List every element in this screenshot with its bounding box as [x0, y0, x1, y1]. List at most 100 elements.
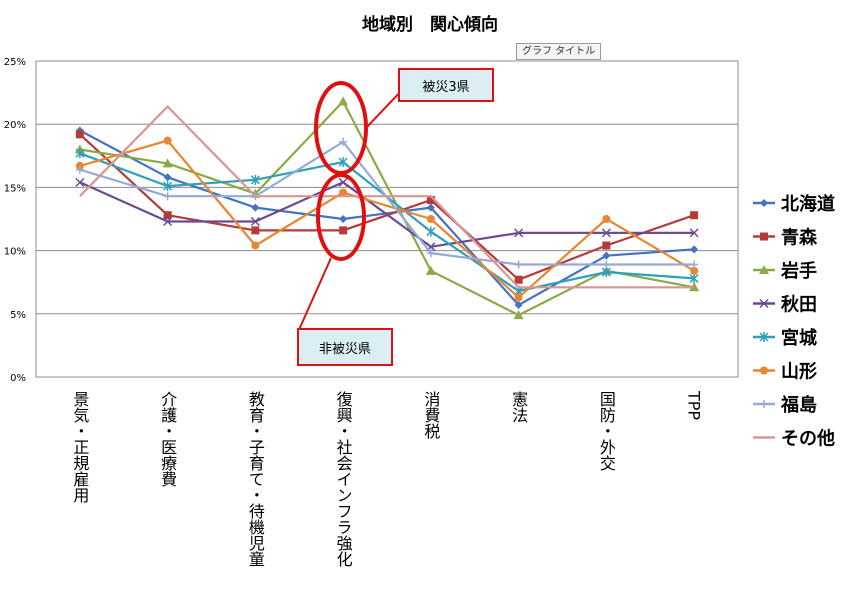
data-point — [163, 192, 172, 201]
data-point — [759, 265, 769, 274]
affected-prefectures-callout: 被災3県 — [398, 68, 494, 102]
data-point — [514, 260, 523, 269]
data-point — [514, 293, 523, 302]
data-point — [251, 226, 260, 235]
data-point — [690, 211, 699, 220]
data-point — [250, 174, 260, 185]
data-point — [601, 228, 611, 238]
y-tick-label: 0% — [10, 373, 26, 384]
data-point — [514, 300, 523, 309]
series-3 — [74, 96, 700, 320]
series-8 — [79, 105, 695, 289]
x-tick-label: 介護・医療費 — [158, 391, 177, 487]
x-tick-label: 景気・正規雇用 — [70, 391, 89, 504]
data-point — [689, 282, 700, 292]
y-tick-label: 20% — [4, 120, 26, 131]
data-point — [75, 148, 85, 159]
series-2 — [75, 130, 699, 284]
data-point — [426, 249, 435, 258]
data-point — [514, 275, 523, 284]
data-point — [513, 310, 524, 320]
data-point — [250, 216, 260, 227]
data-point — [251, 241, 260, 250]
data-point — [425, 265, 436, 275]
x-tick-label: TPP — [685, 390, 704, 420]
series-line — [79, 105, 695, 289]
data-point — [602, 251, 611, 260]
series-line — [79, 100, 695, 317]
legend-item: 秋田 — [753, 294, 817, 316]
data-point — [760, 400, 768, 408]
x-tick-label: 憲法 — [509, 390, 528, 423]
data-point — [339, 215, 348, 223]
data-point — [602, 241, 611, 250]
series-6 — [75, 136, 699, 302]
data-point — [426, 215, 435, 223]
data-point — [690, 260, 699, 269]
x-tick-label: 教育・子育て・待機児童 — [246, 391, 265, 567]
data-point — [338, 96, 349, 106]
data-point — [75, 165, 84, 174]
data-point — [602, 260, 611, 269]
data-point — [163, 136, 172, 145]
legend-label: 秋田 — [781, 294, 817, 316]
legend-label: 岩手 — [780, 260, 817, 282]
legend-label: 宮城 — [781, 327, 817, 349]
data-point — [759, 298, 769, 309]
chart-title-tooltip: グラフ タイトル — [516, 43, 602, 60]
data-point — [760, 199, 768, 207]
data-point — [760, 366, 768, 375]
data-point — [339, 137, 348, 146]
data-point — [689, 228, 699, 238]
data-point — [338, 177, 348, 187]
data-point — [163, 181, 173, 192]
y-tick-label: 10% — [4, 247, 26, 258]
data-point — [759, 332, 769, 342]
series-7 — [75, 137, 699, 269]
data-point — [690, 266, 699, 275]
legend-item: 北海道 — [753, 193, 835, 215]
data-point — [690, 245, 699, 254]
data-point — [75, 177, 85, 187]
series-line — [79, 139, 695, 299]
data-point — [75, 130, 84, 139]
x-tick-label: 復興・社会インフラ強化 — [334, 391, 353, 567]
y-tick-label: 15% — [4, 183, 26, 194]
data-point — [602, 215, 611, 223]
legend-item: 岩手 — [753, 260, 817, 282]
legend-item: 山形 — [753, 362, 817, 383]
data-point — [339, 226, 348, 235]
non-affected-callout-pointer — [297, 257, 332, 333]
legend-label: その他 — [781, 428, 835, 450]
legend-label: 山形 — [781, 362, 817, 383]
y-tick-label: 25% — [4, 57, 26, 68]
data-point — [339, 188, 348, 197]
legend-label: 北海道 — [781, 193, 835, 215]
data-point — [426, 196, 435, 205]
data-point — [426, 203, 435, 212]
x-tick-label: 消費税 — [421, 391, 440, 440]
non-affected-highlight-ellipse — [316, 173, 366, 261]
non-affected-prefectures-callout: 非被災県 — [297, 328, 393, 366]
x-tick-label: 国防・外交 — [597, 391, 616, 471]
legend-item: 宮城 — [753, 327, 817, 349]
data-point — [514, 228, 524, 238]
data-point — [163, 216, 173, 227]
data-point — [338, 157, 348, 168]
legend-item: 福島 — [753, 394, 817, 416]
data-point — [163, 211, 172, 220]
data-point — [760, 232, 768, 241]
data-point — [689, 273, 699, 284]
series-line — [79, 129, 695, 307]
legend-label: 福島 — [780, 394, 817, 416]
series-line — [79, 181, 695, 248]
legend-item: 青森 — [753, 227, 818, 249]
y-tick-label: 5% — [10, 310, 26, 321]
legend-item: その他 — [753, 428, 835, 450]
series-line — [79, 140, 695, 266]
data-point — [163, 173, 172, 182]
legend-label: 青森 — [781, 227, 818, 249]
chart-title: 地域別 関心傾向 — [362, 14, 498, 35]
data-point — [601, 267, 611, 278]
